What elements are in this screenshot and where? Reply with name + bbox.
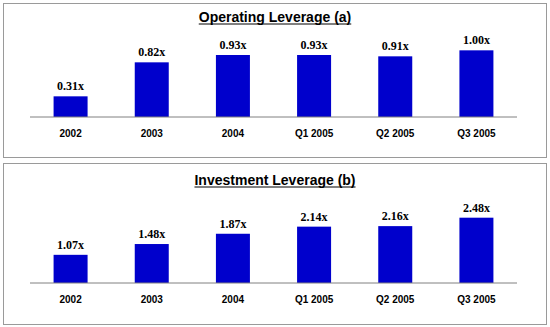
bar [216, 55, 250, 117]
bar [459, 218, 493, 283]
data-label: 1.87x [219, 217, 246, 231]
bar [135, 62, 169, 117]
category-label: Q1 2005 [295, 294, 334, 305]
title-underline [194, 187, 355, 188]
panel-frame [4, 164, 547, 325]
bar [378, 56, 412, 117]
chart-title: Investment Leverage (b) [194, 172, 355, 188]
title-underline [199, 24, 352, 25]
category-label: 2003 [141, 128, 164, 139]
data-label: 0.91x [382, 39, 409, 53]
chart-panel: Operating Leverage (a) 0.31x 2002 0.82x 2003… [4, 4, 547, 158]
category-label: Q2 2005 [376, 128, 415, 139]
bar [297, 227, 331, 283]
bar [297, 55, 331, 117]
category-label: 2004 [222, 294, 245, 305]
bar [459, 50, 493, 117]
data-label: 1.07x [57, 238, 84, 252]
panel-frame [4, 4, 547, 158]
bar [135, 244, 169, 283]
bars [54, 218, 494, 283]
category-label: Q3 2005 [457, 294, 496, 305]
bar [54, 255, 88, 283]
data-label: 2.14x [301, 210, 328, 224]
category-label: 2002 [59, 128, 82, 139]
category-label: 2003 [141, 294, 164, 305]
bars [54, 50, 494, 117]
data-label: 1.48x [138, 227, 165, 241]
baseline [30, 117, 517, 118]
data-label: 0.82x [138, 45, 165, 59]
bar [54, 96, 88, 117]
data-label: 2.48x [463, 201, 490, 215]
bar [216, 234, 250, 283]
chart-title: Operating Leverage (a) [199, 9, 352, 25]
category-label: Q3 2005 [457, 128, 496, 139]
data-label: 0.93x [301, 38, 328, 52]
baseline [30, 283, 517, 284]
bar [378, 226, 412, 283]
data-label: 0.31x [57, 79, 84, 93]
category-label: 2004 [222, 128, 245, 139]
data-label: 2.16x [382, 209, 409, 223]
category-label: Q2 2005 [376, 294, 415, 305]
data-label: 0.93x [219, 38, 246, 52]
category-label: Q1 2005 [295, 128, 334, 139]
category-label: 2002 [59, 294, 82, 305]
data-label: 1.00x [463, 33, 490, 47]
chart-panel: Investment Leverage (b) 1.07x 2002 1.48x 200… [4, 164, 547, 325]
chart-canvas: Operating Leverage (a) 0.31x 2002 0.82x 2003… [0, 0, 550, 327]
